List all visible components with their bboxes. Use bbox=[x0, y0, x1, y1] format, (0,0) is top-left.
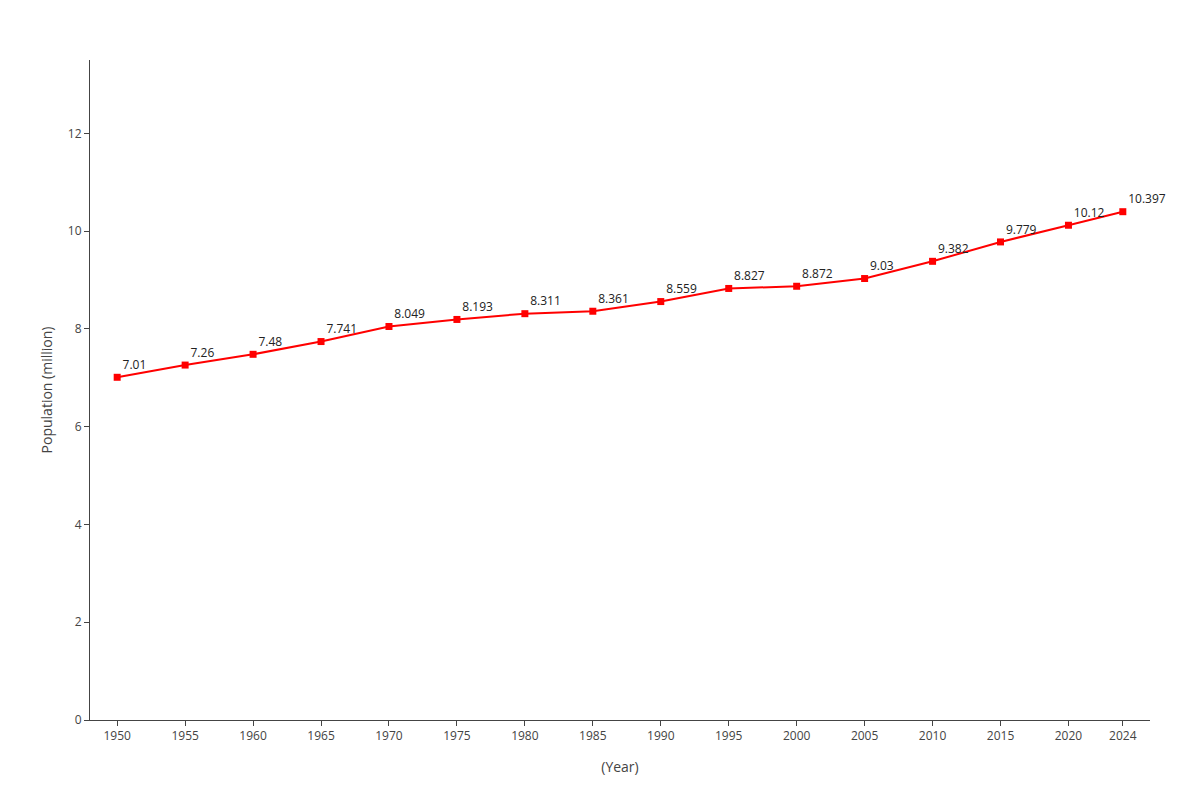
svg-text:8.193: 8.193 bbox=[462, 298, 493, 315]
svg-text:2024: 2024 bbox=[1109, 727, 1137, 744]
svg-text:2015: 2015 bbox=[987, 727, 1015, 744]
svg-text:12: 12 bbox=[68, 125, 82, 142]
svg-text:7.01: 7.01 bbox=[123, 356, 147, 373]
svg-text:2005: 2005 bbox=[851, 727, 879, 744]
svg-text:0: 0 bbox=[75, 711, 82, 728]
svg-text:Population (million): Population (million) bbox=[37, 327, 56, 454]
svg-text:10.397: 10.397 bbox=[1128, 190, 1166, 207]
svg-text:1960: 1960 bbox=[239, 727, 267, 744]
svg-text:9.382: 9.382 bbox=[938, 240, 969, 257]
svg-text:1970: 1970 bbox=[375, 727, 403, 744]
svg-text:7.741: 7.741 bbox=[326, 320, 357, 337]
svg-text:7.26: 7.26 bbox=[191, 344, 215, 361]
svg-text:9.03: 9.03 bbox=[870, 257, 894, 274]
svg-text:(Year): (Year) bbox=[601, 757, 638, 776]
svg-text:8.361: 8.361 bbox=[598, 290, 629, 307]
svg-text:2010: 2010 bbox=[919, 727, 947, 744]
svg-text:2020: 2020 bbox=[1055, 727, 1083, 744]
svg-text:1950: 1950 bbox=[103, 727, 131, 744]
svg-text:8.049: 8.049 bbox=[394, 305, 425, 322]
svg-text:8.872: 8.872 bbox=[802, 265, 833, 282]
svg-text:1975: 1975 bbox=[443, 727, 471, 744]
svg-text:1995: 1995 bbox=[715, 727, 743, 744]
svg-text:8: 8 bbox=[75, 320, 82, 337]
svg-text:2000: 2000 bbox=[783, 727, 811, 744]
svg-text:8.827: 8.827 bbox=[734, 267, 765, 284]
svg-text:7.48: 7.48 bbox=[258, 333, 282, 350]
svg-text:1980: 1980 bbox=[511, 727, 539, 744]
svg-text:8.311: 8.311 bbox=[530, 292, 561, 309]
svg-text:8.559: 8.559 bbox=[666, 280, 697, 297]
svg-text:1965: 1965 bbox=[307, 727, 335, 744]
svg-text:10: 10 bbox=[68, 222, 82, 239]
svg-text:1985: 1985 bbox=[579, 727, 607, 744]
svg-text:2: 2 bbox=[75, 613, 82, 630]
svg-text:4: 4 bbox=[75, 516, 82, 533]
svg-text:1990: 1990 bbox=[647, 727, 675, 744]
svg-text:6: 6 bbox=[75, 418, 82, 435]
svg-text:10.12: 10.12 bbox=[1074, 204, 1105, 221]
svg-text:9.779: 9.779 bbox=[1006, 221, 1037, 238]
svg-text:1955: 1955 bbox=[171, 727, 199, 744]
